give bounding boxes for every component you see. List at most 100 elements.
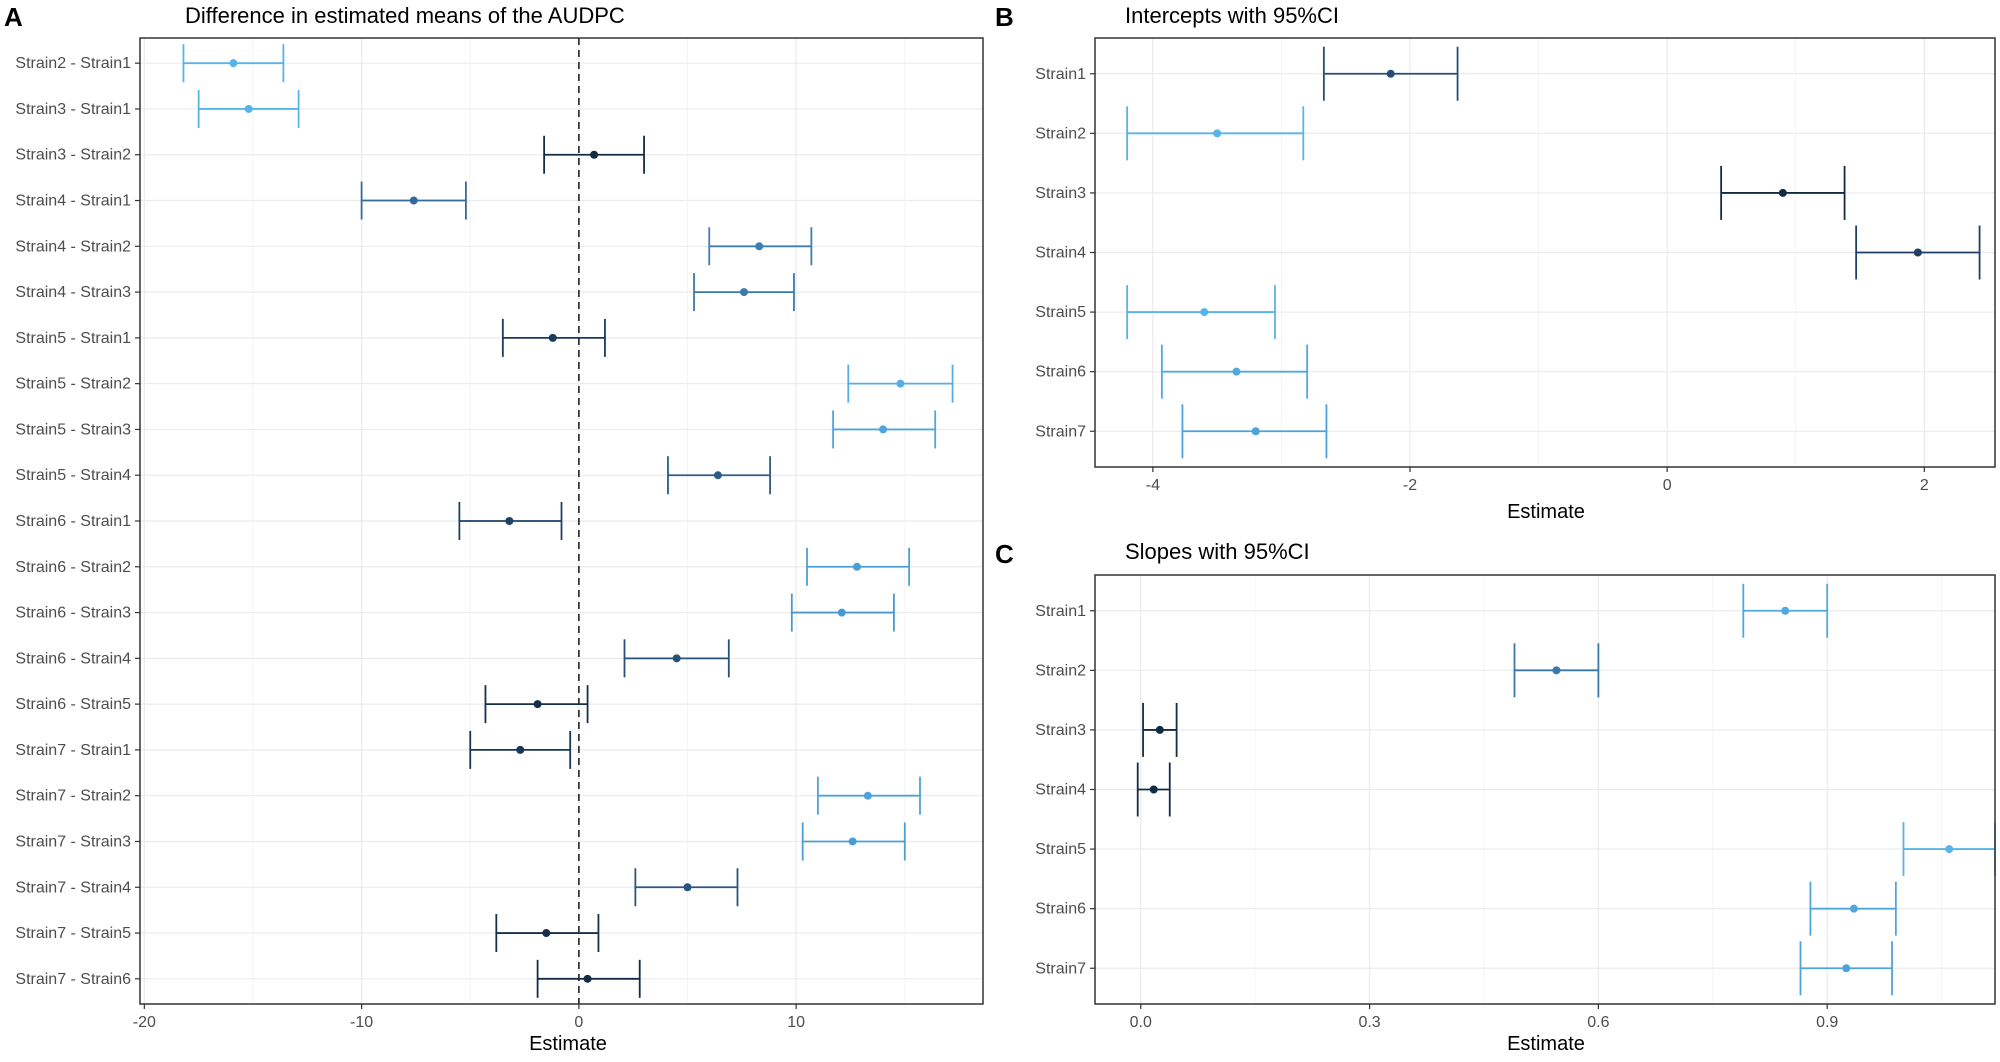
panel-a-plot: Strain2 - Strain1 Strain3 - Strain1 Strain… — [15, 37, 984, 1031]
errorbar-c-6 — [1809, 881, 1897, 936]
errorbar-a-20 — [495, 914, 600, 953]
x-tick-label: 0.3 — [1358, 1014, 1380, 1031]
y-tick-label: Strain7 - Strain1 — [15, 742, 131, 759]
errorbar-b-5 — [1126, 285, 1276, 340]
errorbar-c-7 — [1799, 941, 1893, 996]
estimate-point — [1155, 725, 1164, 734]
y-tick-label: Strain7 — [1035, 423, 1086, 440]
panel-c-border — [1094, 574, 1996, 1005]
y-tick-label: Strain2 - Strain1 — [15, 55, 131, 72]
errorbar-a-19 — [634, 868, 739, 907]
panel-letter-c: C — [995, 539, 1014, 569]
estimate-point — [713, 471, 722, 480]
estimate-point — [879, 425, 888, 434]
panel-b-title: Intercepts with 95%CI — [1125, 3, 1339, 28]
errorbar-c-2 — [1513, 643, 1600, 698]
panel-c-plot: Strain1 Strain2 Strain3 Strain4 Strain5 Strai… — [1035, 574, 1996, 1031]
estimate-point — [1149, 785, 1158, 794]
errorbar-b-1 — [1322, 46, 1459, 101]
y-tick-label: Strain4 - Strain3 — [15, 284, 131, 301]
estimate-point — [837, 608, 846, 617]
panel-b-plot: Strain1 Strain2 Strain3 Strain4 Strain5 Strai… — [1035, 37, 1996, 494]
y-tick-label: Strain1 — [1035, 66, 1086, 83]
estimate-point — [852, 562, 861, 571]
y-tick-label: Strain6 - Strain1 — [15, 513, 131, 530]
estimate-point — [1552, 666, 1561, 675]
x-tick-label: 0.9 — [1816, 1014, 1838, 1031]
y-tick-label: Strain2 — [1035, 662, 1086, 679]
y-tick-label: Strain7 - Strain4 — [15, 879, 131, 896]
errorbar-a-12 — [806, 547, 911, 586]
estimate-point — [683, 883, 692, 892]
x-tick-label: 0 — [1663, 477, 1672, 494]
estimate-point — [505, 517, 514, 525]
errorbar-a-5 — [708, 227, 813, 266]
errorbar-b-4 — [1855, 225, 1981, 280]
errorbar-a-11 — [458, 502, 563, 540]
panel-a-title: Difference in estimated means of the AUD… — [185, 3, 625, 28]
estimate-point — [740, 288, 749, 297]
estimate-point — [896, 379, 905, 388]
errorbar-c-4 — [1136, 762, 1171, 817]
y-tick-label: Strain3 - Strain2 — [15, 147, 131, 164]
panel-letter-a: A — [4, 2, 23, 32]
errorbar-a-15 — [484, 685, 589, 724]
y-tick-label: Strain2 — [1035, 125, 1086, 142]
estimate-point — [1842, 964, 1851, 973]
errorbar-a-6 — [693, 273, 795, 312]
x-tick-label: -4 — [1146, 477, 1160, 494]
estimate-point — [516, 745, 525, 754]
estimate-point — [755, 242, 764, 251]
y-tick-label: Strain4 - Strain1 — [15, 193, 131, 210]
errorbar-c-3 — [1142, 702, 1178, 757]
estimate-point — [1200, 308, 1209, 317]
estimate-point — [1251, 427, 1260, 436]
errorbar-b-7 — [1181, 404, 1328, 459]
x-tick-label: -20 — [133, 1014, 156, 1031]
estimate-point — [1945, 845, 1954, 854]
y-tick-label: Strain4 — [1035, 782, 1086, 799]
x-tick-label: 0.0 — [1130, 1014, 1152, 1031]
estimate-point — [590, 150, 599, 159]
estimate-point — [229, 59, 238, 68]
x-tick-label: 0.6 — [1587, 1014, 1609, 1031]
y-tick-label: Strain7 — [1035, 960, 1086, 977]
y-tick-label: Strain5 - Strain4 — [15, 467, 131, 484]
panel-letter-b: B — [995, 2, 1014, 32]
panel-a-border — [139, 37, 984, 1005]
y-tick-label: Strain7 - Strain2 — [15, 788, 131, 805]
errorbar-a-17 — [816, 776, 921, 815]
y-tick-label: Strain6 - Strain5 — [15, 696, 131, 713]
panel-c-xlabel: Estimate — [1507, 1033, 1585, 1055]
y-tick-label: Strain3 — [1035, 185, 1086, 202]
x-tick-label: 10 — [787, 1014, 805, 1031]
errorbar-a-18 — [801, 822, 906, 861]
errorbar-a-10 — [667, 456, 771, 495]
errorbar-b-6 — [1160, 344, 1309, 399]
x-tick-label: -2 — [1403, 477, 1417, 494]
errorbar-c-1 — [1742, 583, 1829, 638]
errorbar-a-14 — [623, 639, 730, 678]
errorbar-a-9 — [832, 410, 937, 449]
estimate-point — [848, 837, 857, 846]
estimate-point — [1778, 188, 1787, 197]
estimate-point — [863, 791, 872, 800]
estimate-point — [583, 974, 592, 983]
errorbar-a-2 — [197, 89, 300, 128]
y-tick-label: Strain4 — [1035, 245, 1086, 262]
y-tick-label: Strain7 - Strain6 — [15, 971, 131, 988]
estimate-point — [542, 929, 551, 938]
x-tick-label: -10 — [350, 1014, 373, 1031]
errorbar-a-8 — [847, 364, 954, 403]
estimate-point — [1913, 248, 1922, 257]
y-tick-label: Strain1 — [1035, 603, 1086, 620]
y-tick-label: Strain4 - Strain2 — [15, 238, 131, 255]
estimate-point — [1849, 904, 1858, 913]
estimate-point — [409, 196, 418, 205]
errorbar-a-1 — [182, 44, 285, 83]
y-tick-label: Strain6 - Strain3 — [15, 605, 131, 622]
panel-a-xlabel: Estimate — [529, 1033, 607, 1055]
estimate-point — [1232, 367, 1241, 376]
